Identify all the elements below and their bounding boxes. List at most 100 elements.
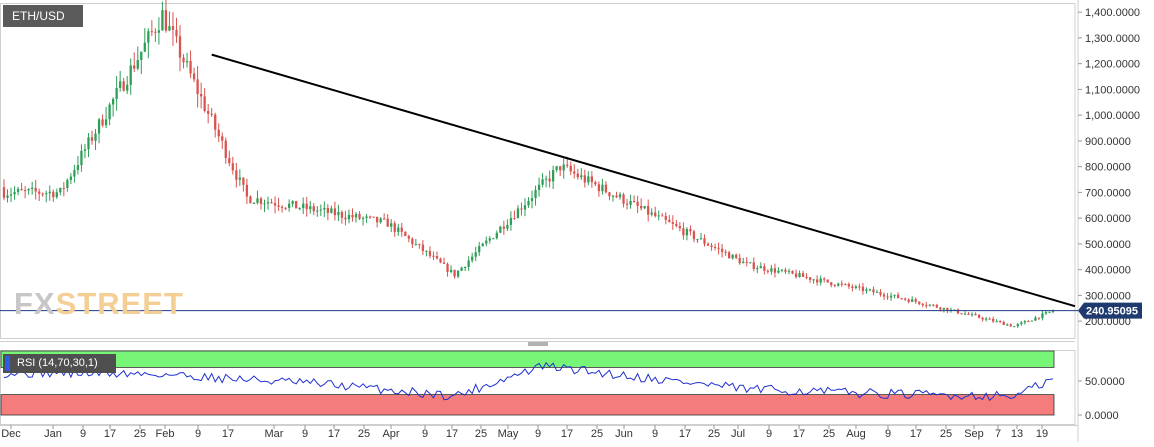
candle-body xyxy=(745,261,748,263)
candle-body xyxy=(2,187,6,198)
candle-body xyxy=(544,178,548,180)
rsi-label: RSI (14,70,30,1) xyxy=(17,357,98,369)
candle-body xyxy=(632,200,636,202)
candle-body xyxy=(474,252,477,257)
candle-body xyxy=(1006,324,1009,326)
price-tick-label: 300.0000 xyxy=(1085,290,1131,302)
candle-body xyxy=(812,279,815,281)
candle-body xyxy=(302,203,305,209)
candle-body xyxy=(798,273,801,278)
candle-body xyxy=(622,194,625,204)
candle-body xyxy=(189,60,192,74)
candle-body xyxy=(819,278,822,283)
price-tick-label: 1,300.0000 xyxy=(1085,33,1140,45)
x-tick-label: 9 xyxy=(885,428,891,440)
candle-body xyxy=(925,305,928,307)
candle-body xyxy=(523,205,527,210)
candle-body xyxy=(773,268,777,273)
candle-body xyxy=(55,192,58,198)
price-tick-label: 1,100.0000 xyxy=(1085,84,1140,96)
candle-body xyxy=(847,284,850,287)
candle-body xyxy=(228,158,231,164)
candle-body xyxy=(199,94,203,97)
candle-body xyxy=(963,313,967,315)
symbol-badge[interactable]: ETH/USD xyxy=(3,5,83,27)
candle-body xyxy=(946,307,949,311)
candle-body xyxy=(875,291,879,293)
x-tick-label: 9 xyxy=(535,428,541,440)
candle-body xyxy=(171,26,175,30)
candle-body xyxy=(23,190,27,192)
candle-body xyxy=(252,202,256,204)
candle-body xyxy=(872,289,875,293)
candle-body xyxy=(375,216,379,223)
candle-body xyxy=(192,73,196,80)
candle-body xyxy=(52,191,55,198)
candle-body xyxy=(689,229,692,232)
candle-body xyxy=(706,243,710,246)
candle-body xyxy=(763,266,766,271)
candle-body xyxy=(749,262,752,264)
candle-body xyxy=(551,170,555,182)
candle-body xyxy=(879,291,882,295)
candle-body xyxy=(319,209,322,211)
candle-body xyxy=(115,87,118,99)
candle-body xyxy=(256,198,259,203)
price-tick-label: 1,000.0000 xyxy=(1085,110,1140,122)
candle-body xyxy=(717,247,720,249)
x-axis: Dec Jan 9 17 25 Feb 9 17 Mar 9 17 25 Apr 9 17 25 May 9 17 2… xyxy=(0,425,1078,440)
candle-body xyxy=(453,269,456,277)
x-tick-label: 25 xyxy=(358,428,370,440)
candle-body xyxy=(805,276,808,278)
candle-body xyxy=(238,177,241,180)
candle-body xyxy=(354,214,358,218)
candle-body xyxy=(703,238,706,244)
candle-body xyxy=(432,255,435,257)
candle-body xyxy=(675,223,678,226)
candle-body xyxy=(509,218,513,225)
candle-body xyxy=(330,208,333,213)
candle-body xyxy=(442,262,446,264)
candle-body xyxy=(833,285,836,287)
x-tick-label: 9 xyxy=(652,428,658,440)
candle-body xyxy=(31,187,34,190)
candle-body xyxy=(724,251,727,253)
candle-body xyxy=(992,318,995,322)
x-tick-label: Feb xyxy=(156,428,175,440)
candle-body xyxy=(136,59,139,69)
candle-body xyxy=(495,232,498,239)
candle-body xyxy=(770,268,773,272)
candle-body xyxy=(492,238,495,240)
candle-body xyxy=(108,104,111,120)
candle-body xyxy=(390,223,393,227)
candle-body xyxy=(280,206,284,208)
candle-body xyxy=(178,36,182,58)
candle-body xyxy=(787,270,791,272)
x-tick-label: Jan xyxy=(44,428,62,440)
candle-body xyxy=(428,250,432,256)
x-tick-label: 17 xyxy=(328,428,340,440)
rsi-overbought-band xyxy=(0,350,1055,368)
candle-body xyxy=(886,296,889,298)
price-plot-frame xyxy=(0,3,1076,339)
candle-body xyxy=(823,278,826,280)
candle-body xyxy=(907,299,910,302)
candle-body xyxy=(316,210,319,212)
rsi-indicator-badge[interactable]: RSI (14,70,30,1) xyxy=(3,354,116,373)
candle-body xyxy=(562,164,565,171)
candle-body xyxy=(467,260,470,267)
candle-body xyxy=(333,208,337,216)
candle-body xyxy=(692,231,696,240)
x-tick-label: 17 xyxy=(104,428,116,440)
candle-body xyxy=(625,203,629,205)
x-tick-label: 9 xyxy=(195,428,201,440)
x-tick-label: Jun xyxy=(615,428,633,440)
candle-body xyxy=(939,307,942,310)
price-tick-label: 400.0000 xyxy=(1085,265,1131,277)
candle-body xyxy=(615,195,618,198)
candle-body xyxy=(397,227,400,232)
candle-body xyxy=(365,216,368,218)
candle-body xyxy=(446,263,449,272)
candle-body xyxy=(643,206,646,209)
